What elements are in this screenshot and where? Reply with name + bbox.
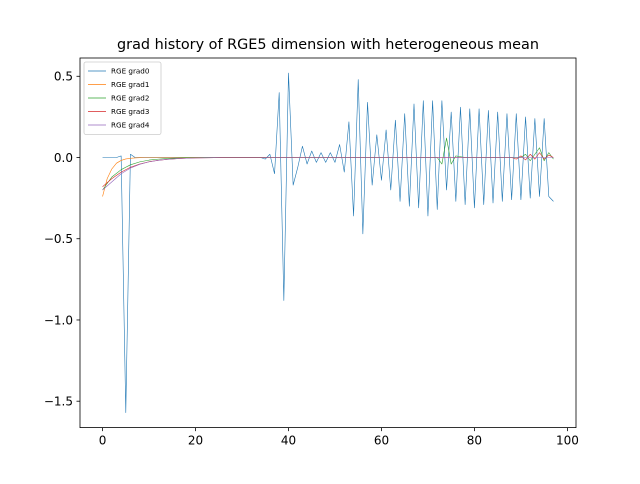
y-tick-label: 0.5 [54,70,73,84]
plot-area [80,58,576,428]
x-axis: 0 20 40 60 80 100 [99,427,579,448]
y-tick-label: −0.5 [44,232,73,246]
x-tick-label: 60 [374,434,389,448]
legend-box [83,61,162,135]
x-tick-label: 100 [556,434,579,448]
legend-label-2: RGE grad2 [111,94,149,103]
x-tick-label: 20 [188,434,203,448]
x-tick-label: 0 [99,434,107,448]
plot-frame [79,57,577,429]
y-tick-label: −1.5 [44,395,73,409]
chart-title: grad history of RGE5 dimension with hete… [117,37,539,53]
x-tick-label: 40 [281,434,296,448]
legend-label-0: RGE grad0 [111,67,150,76]
legend-label-3: RGE grad3 [111,107,149,116]
legend-label-1: RGE grad1 [111,80,149,89]
x-tick-label: 80 [467,434,482,448]
legend: RGE grad0 RGE grad1 RGE grad2 RGE grad3 RGE … [83,61,162,135]
y-tick-label: 0.0 [54,151,73,165]
y-tick-label: −1.0 [44,313,73,327]
series-layer [102,72,554,413]
series-line-4 [102,157,554,191]
y-axis: −1.5 −1.0 −0.5 0.0 0.5 [44,70,80,409]
legend-label-4: RGE grad4 [111,121,150,130]
